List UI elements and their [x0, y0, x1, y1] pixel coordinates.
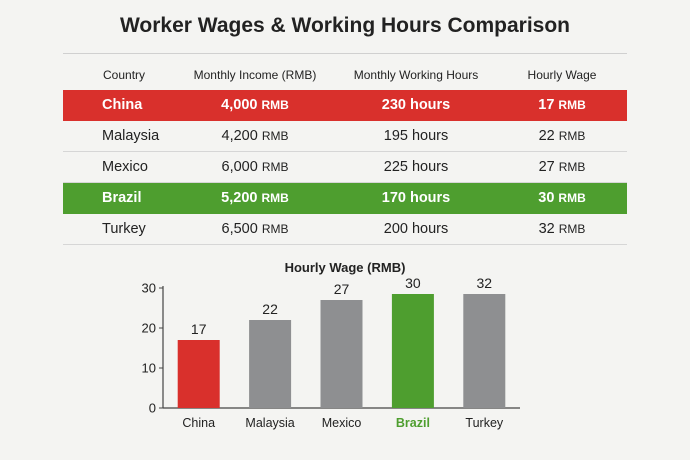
income-value: 5,200: [221, 190, 258, 206]
cell-monthly-hours: 225 hours: [335, 151, 497, 183]
cell-hourly-wage: 27 RMB: [497, 151, 627, 183]
wage-unit: RMB: [558, 191, 586, 205]
hours-value: 200 hours: [383, 221, 449, 237]
table-row: China 4,000 RMB 230 hours 17 RMB: [63, 90, 627, 121]
country-name: China: [102, 97, 143, 113]
cell-hourly-wage: 22 RMB: [497, 120, 627, 152]
x-tick-label: Mexico: [322, 416, 362, 430]
cell-country: Malaysia: [63, 120, 175, 152]
wage-unit: RMB: [558, 222, 586, 236]
income-unit: RMB: [261, 160, 289, 174]
bar-turkey: [463, 294, 506, 408]
y-tick-label: 0: [149, 401, 156, 416]
bar-china: [177, 340, 220, 408]
income-unit: RMB: [261, 98, 289, 112]
bar-value-label: 17: [191, 321, 207, 337]
country-name: Malaysia: [102, 128, 160, 144]
country-name: Turkey: [102, 221, 146, 237]
hours-value: 225 hours: [383, 159, 449, 175]
cell-hourly-wage: 17 RMB: [497, 90, 627, 121]
income-value: 6,500: [221, 221, 258, 237]
cell-hourly-wage: 30 RMB: [497, 182, 627, 214]
cell-monthly-income: 4,200 RMB: [175, 120, 335, 152]
wage-value: 27: [538, 159, 555, 175]
wage-unit: RMB: [558, 129, 586, 143]
header-country: Country: [103, 68, 146, 82]
table-row: Turkey 6,500 RMB 200 hours 32 RMB: [63, 213, 627, 245]
cell-monthly-hours: 170 hours: [335, 182, 497, 214]
header-hourly-wage: Hourly Wage: [527, 68, 597, 82]
cell-monthly-hours: 195 hours: [335, 120, 497, 152]
bar-value-label: 22: [262, 301, 278, 317]
bar-value-label: 30: [405, 275, 421, 291]
header-monthly-hours: Monthly Working Hours: [353, 68, 479, 82]
x-tick-label: Brazil: [396, 416, 430, 430]
income-value: 4,200: [221, 128, 258, 144]
cell-hourly-wage: 32 RMB: [497, 213, 627, 245]
x-tick-label: Turkey: [465, 416, 503, 430]
wage-unit: RMB: [558, 160, 586, 174]
hours-value: 195 hours: [383, 128, 449, 144]
income-unit: RMB: [261, 129, 289, 143]
cell-country: China: [63, 90, 175, 121]
country-name: Mexico: [102, 159, 148, 175]
income-value: 4,000: [221, 97, 258, 113]
y-tick-label: 20: [142, 321, 156, 336]
wage-value: 17: [538, 97, 555, 113]
cell-monthly-income: 6,500 RMB: [175, 213, 335, 245]
wage-comparison-table: Country Monthly Income (RMB) Monthly Wor…: [63, 60, 627, 245]
country-name: Brazil: [102, 190, 142, 206]
bar-mexico: [320, 300, 363, 408]
x-tick-label: China: [182, 416, 215, 430]
table-row: Brazil 5,200 RMB 170 hours 30 RMB: [63, 182, 627, 214]
wage-value: 32: [538, 221, 555, 237]
hours-value: 230 hours: [381, 97, 451, 113]
x-tick-label: Malaysia: [245, 416, 294, 430]
cell-monthly-hours: 200 hours: [335, 213, 497, 245]
bar-brazil: [391, 294, 434, 408]
y-tick-label: 30: [142, 281, 156, 296]
chart-title: Hourly Wage (RMB): [284, 260, 406, 275]
cell-country: Turkey: [63, 213, 175, 245]
wage-value: 22: [538, 128, 555, 144]
cell-monthly-hours: 230 hours: [335, 90, 497, 121]
cell-country: Brazil: [63, 182, 175, 214]
cell-monthly-income: 6,000 RMB: [175, 151, 335, 183]
hours-value: 170 hours: [381, 190, 451, 206]
table-header-row: Country Monthly Income (RMB) Monthly Wor…: [63, 60, 627, 90]
income-value: 6,000: [221, 159, 258, 175]
table-body: China 4,000 RMB 230 hours 17 RMB Malaysia 4,2…: [63, 90, 627, 245]
income-unit: RMB: [261, 222, 289, 236]
wage-unit: RMB: [558, 98, 586, 112]
bar-value-label: 32: [477, 275, 493, 291]
table-row: Mexico 6,000 RMB 225 hours 27 RMB: [63, 151, 627, 183]
income-unit: RMB: [261, 191, 289, 205]
cell-country: Mexico: [63, 151, 175, 183]
title-divider: [63, 53, 627, 54]
wage-value: 30: [538, 190, 555, 206]
y-tick-label: 10: [142, 361, 156, 376]
cell-monthly-income: 5,200 RMB: [175, 182, 335, 214]
bar-malaysia: [249, 320, 292, 408]
header-monthly-income: Monthly Income (RMB): [193, 68, 317, 82]
table-row: Malaysia 4,200 RMB 195 hours 22 RMB: [63, 120, 627, 152]
bar-value-label: 27: [334, 281, 350, 297]
cell-monthly-income: 4,000 RMB: [175, 90, 335, 121]
page-title: Worker Wages & Working Hours Comparison: [119, 14, 570, 37]
